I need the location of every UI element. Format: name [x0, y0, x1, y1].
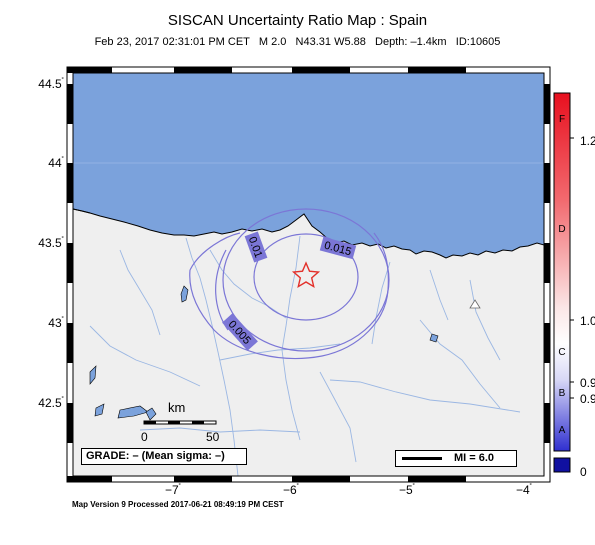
colorbar-value-0.9a: 0.9	[580, 376, 595, 390]
mi-legend-label: MI = 6.0	[454, 452, 495, 464]
event-datetime: Feb 23, 2017 02:31:01 PM CET	[94, 36, 250, 48]
reservoirs	[89, 285, 439, 421]
scale-bar: km 0 50	[140, 400, 230, 444]
colorbar-value-0: 0	[580, 465, 587, 479]
lon-label-4: −4˚	[515, 483, 533, 497]
event-subtitle: Feb 23, 2017 02:31:01 PM CET M 2.0 N43.3…	[0, 36, 595, 48]
scale-bar-unit: km	[168, 400, 186, 415]
scale-bar-graphic	[143, 420, 217, 425]
map-title: SISCAN Uncertainty Ratio Map : Spain	[167, 12, 428, 29]
uncertainty-contours	[189, 208, 390, 360]
lon-label-5: −5˚	[398, 483, 416, 497]
event-magnitude: M 2.0	[258, 36, 287, 48]
map-version-footer: Map Version 9 Processed 2017-06-21 08:49…	[72, 500, 284, 509]
lat-label-42.5: 42.5˚	[38, 396, 64, 410]
lat-label-44.5: 44.5˚	[38, 77, 64, 91]
triangle-icon	[469, 299, 481, 309]
colorbar-letter-b: B	[559, 388, 566, 399]
event-location: N43.31 W5.88	[295, 36, 366, 48]
grade-box: GRADE: – (Mean sigma: –)	[81, 448, 247, 465]
colorbar-below-swatch	[553, 457, 571, 473]
colorbar-value-1.0: 1.0	[580, 314, 595, 328]
lat-label-43: 43˚	[48, 316, 64, 330]
event-id: ID:10605	[455, 36, 501, 48]
colorbar-letter-c: C	[558, 347, 565, 358]
lon-label-6: −6˚	[282, 483, 300, 497]
colorbar: F D C B A 1.2 1.0 0.9 0.9 0	[553, 92, 595, 479]
star-icon	[291, 261, 321, 289]
mi-legend-line	[402, 457, 442, 460]
colorbar-gradient	[553, 92, 571, 452]
colorbar-value-1.2: 1.2	[580, 134, 595, 148]
colorbar-letter-d: D	[558, 224, 565, 235]
colorbar-letter-f: F	[559, 114, 565, 125]
scale-bar-start: 0	[141, 430, 148, 444]
mi-legend: MI = 6.0	[395, 450, 517, 467]
colorbar-letter-a: A	[559, 425, 566, 436]
colorbar-value-0.9b: 0.9	[580, 392, 595, 406]
lon-label-7: −7˚	[164, 483, 182, 497]
scale-bar-end: 50	[206, 430, 220, 444]
lat-label-44: 44˚	[48, 156, 64, 170]
event-depth: Depth: –1.4km	[375, 36, 447, 48]
lat-label-43.5: 43.5˚	[38, 236, 64, 250]
map-frame	[66, 66, 551, 483]
